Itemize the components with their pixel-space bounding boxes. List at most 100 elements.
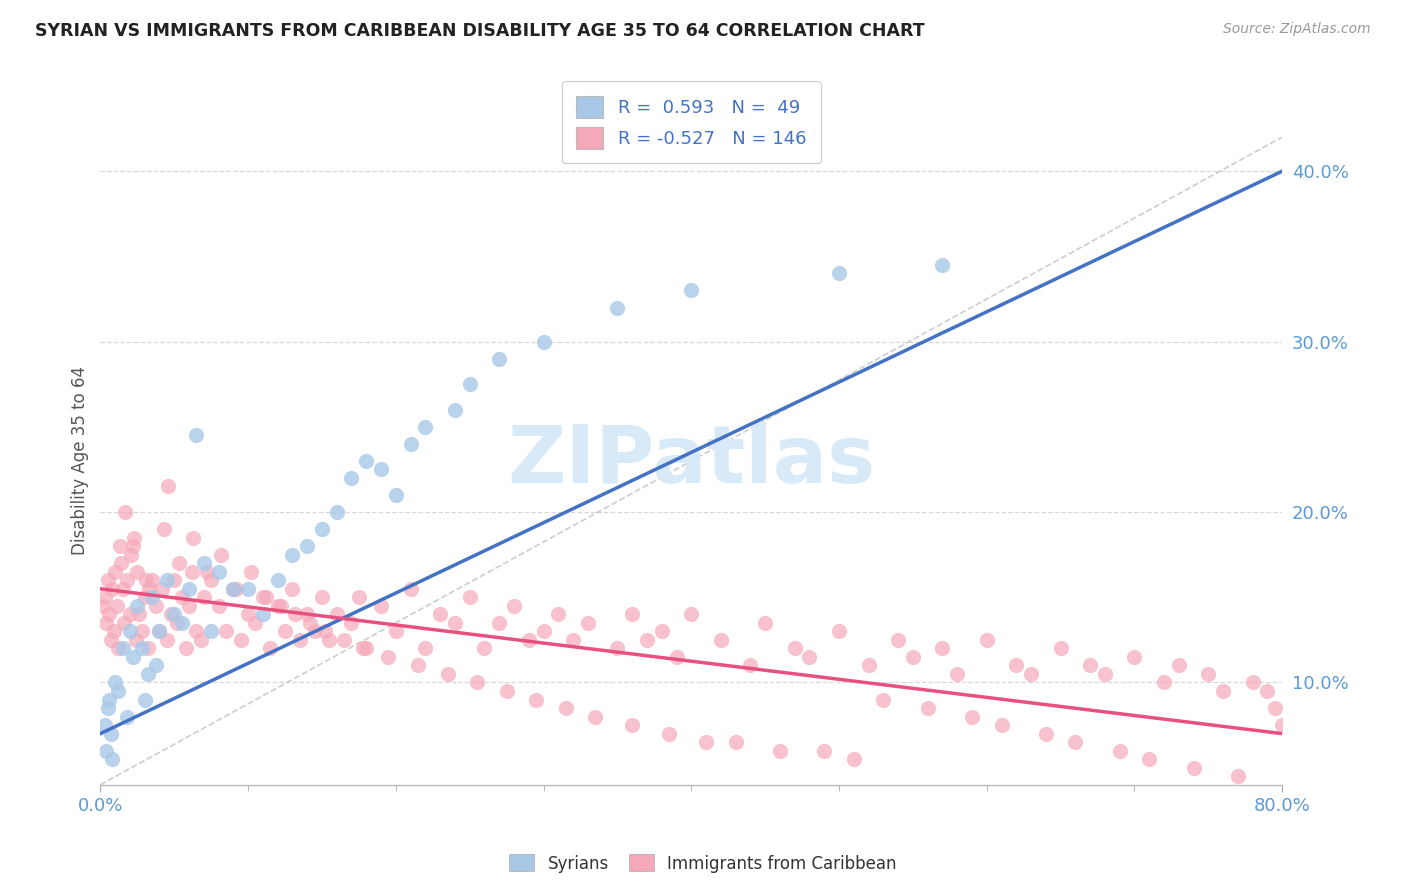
- Point: [104, 675, 127, 690]
- Point: [524, 692, 547, 706]
- Point: [156, 632, 179, 647]
- Point: [606, 641, 628, 656]
- Point: [101, 582, 124, 596]
- Point: [636, 632, 658, 647]
- Point: [1182, 761, 1205, 775]
- Point: [377, 649, 399, 664]
- Point: [163, 607, 186, 622]
- Point: [1123, 649, 1146, 664]
- Point: [183, 531, 205, 545]
- Point: [695, 735, 717, 749]
- Point: [190, 632, 212, 647]
- Point: [1226, 769, 1249, 783]
- Point: [236, 582, 259, 596]
- Point: [103, 624, 125, 639]
- Point: [166, 615, 188, 630]
- Point: [710, 632, 733, 647]
- Point: [94, 718, 117, 732]
- Point: [533, 624, 555, 639]
- Point: [105, 599, 128, 613]
- Point: [990, 718, 1012, 732]
- Point: [858, 658, 880, 673]
- Point: [488, 615, 510, 630]
- Point: [141, 591, 163, 605]
- Point: [118, 607, 141, 622]
- Point: [562, 632, 585, 647]
- Point: [112, 615, 135, 630]
- Point: [606, 301, 628, 315]
- Point: [145, 599, 167, 613]
- Point: [111, 641, 134, 656]
- Point: [127, 565, 149, 579]
- Point: [681, 607, 703, 622]
- Point: [1035, 726, 1057, 740]
- Point: [370, 462, 392, 476]
- Point: [134, 591, 156, 605]
- Point: [960, 709, 983, 723]
- Point: [136, 641, 159, 656]
- Point: [828, 624, 851, 639]
- Point: [193, 556, 215, 570]
- Point: [107, 684, 129, 698]
- Point: [136, 667, 159, 681]
- Point: [406, 658, 429, 673]
- Point: [415, 641, 437, 656]
- Point: [91, 599, 114, 613]
- Point: [399, 437, 422, 451]
- Point: [576, 615, 599, 630]
- Point: [111, 582, 134, 596]
- Point: [121, 649, 143, 664]
- Point: [174, 641, 197, 656]
- Point: [211, 548, 233, 562]
- Point: [769, 744, 792, 758]
- Point: [314, 624, 336, 639]
- Point: [917, 701, 939, 715]
- Point: [245, 615, 267, 630]
- Point: [1212, 684, 1234, 698]
- Point: [813, 744, 835, 758]
- Point: [266, 573, 288, 587]
- Point: [134, 692, 156, 706]
- Point: [170, 615, 193, 630]
- Point: [195, 565, 218, 579]
- Point: [1264, 701, 1286, 715]
- Point: [259, 641, 281, 656]
- Point: [1241, 675, 1264, 690]
- Point: [94, 591, 117, 605]
- Point: [281, 548, 304, 562]
- Point: [311, 522, 333, 536]
- Point: [125, 632, 148, 647]
- Point: [370, 599, 392, 613]
- Point: [681, 284, 703, 298]
- Point: [665, 649, 688, 664]
- Point: [215, 624, 238, 639]
- Point: [115, 709, 138, 723]
- Point: [107, 641, 129, 656]
- Point: [177, 582, 200, 596]
- Point: [1153, 675, 1175, 690]
- Point: [495, 684, 517, 698]
- Point: [101, 752, 124, 766]
- Point: [138, 582, 160, 596]
- Point: [128, 607, 150, 622]
- Point: [1197, 667, 1219, 681]
- Point: [299, 615, 322, 630]
- Point: [533, 334, 555, 349]
- Point: [1167, 658, 1189, 673]
- Point: [274, 624, 297, 639]
- Point: [186, 624, 208, 639]
- Point: [385, 624, 408, 639]
- Point: [193, 591, 215, 605]
- Point: [517, 632, 540, 647]
- Point: [740, 658, 762, 673]
- Point: [488, 351, 510, 366]
- Point: [946, 667, 969, 681]
- Point: [842, 752, 865, 766]
- Point: [1078, 658, 1101, 673]
- Point: [177, 599, 200, 613]
- Point: [207, 599, 229, 613]
- Point: [252, 607, 274, 622]
- Point: [311, 591, 333, 605]
- Point: [356, 641, 378, 656]
- Point: [352, 641, 374, 656]
